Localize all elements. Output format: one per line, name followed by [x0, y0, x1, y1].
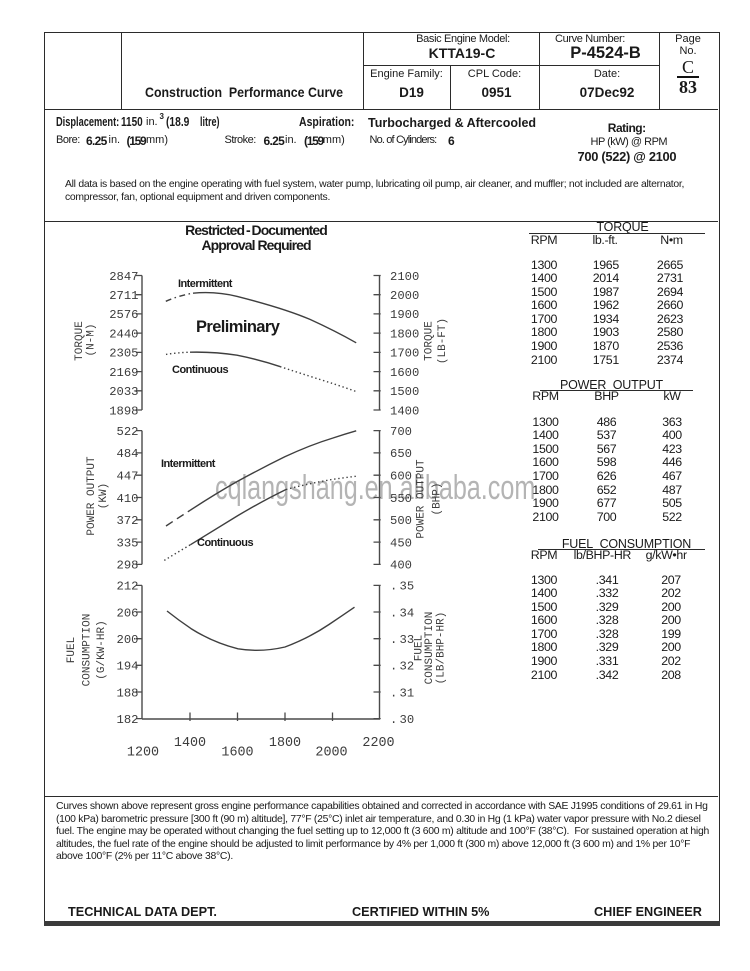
svg-text:.: .: [390, 633, 397, 647]
svg-text:(LB/BHP-HR): (LB/BHP-HR): [436, 612, 448, 685]
svg-text:2711: 2711: [109, 289, 138, 303]
svg-text:TORQUE: TORQUE: [424, 321, 436, 361]
svg-text:2000: 2000: [390, 289, 419, 303]
svg-text:POWER OUTPUT: POWER OUTPUT: [416, 459, 428, 539]
svg-text:450: 450: [390, 536, 412, 550]
svg-text:500: 500: [390, 514, 412, 528]
svg-text:CONSUMPTION: CONSUMPTION: [424, 612, 436, 685]
svg-text:298: 298: [117, 559, 139, 573]
svg-text:TORQUE: TORQUE: [74, 321, 86, 361]
svg-text:1900: 1900: [390, 308, 419, 322]
svg-text:194: 194: [117, 660, 139, 674]
svg-text:35: 35: [400, 580, 415, 594]
svg-text:372: 372: [117, 514, 139, 528]
svg-text:2100: 2100: [390, 270, 419, 284]
svg-text:2000: 2000: [315, 746, 347, 761]
svg-text:400: 400: [390, 559, 412, 573]
svg-text:1898: 1898: [109, 404, 138, 418]
svg-text:600: 600: [390, 470, 412, 484]
svg-text:2169: 2169: [109, 366, 138, 380]
svg-text:335: 335: [117, 536, 139, 550]
svg-text:CONSUMPTION: CONSUMPTION: [82, 614, 94, 687]
svg-text:.: .: [390, 606, 397, 620]
svg-text:1400: 1400: [174, 736, 206, 751]
svg-text:FUEL: FUEL: [66, 637, 78, 663]
svg-text:2033: 2033: [109, 385, 138, 399]
svg-text:1600: 1600: [221, 746, 253, 761]
svg-text:182: 182: [117, 713, 139, 727]
svg-text:2440: 2440: [109, 327, 138, 341]
svg-text:33: 33: [400, 633, 415, 647]
svg-text:32: 32: [400, 660, 415, 674]
svg-text:200: 200: [117, 633, 139, 647]
svg-text:30: 30: [400, 713, 415, 727]
svg-text:.: .: [390, 580, 397, 594]
svg-text:1800: 1800: [390, 327, 419, 341]
svg-text:(BHP): (BHP): [432, 482, 444, 515]
svg-text:2305: 2305: [109, 347, 138, 361]
svg-text:(N-M): (N-M): [86, 323, 98, 356]
svg-text:.: .: [390, 660, 397, 674]
svg-text:188: 188: [117, 686, 139, 700]
svg-text:(KW): (KW): [98, 483, 110, 509]
svg-text:650: 650: [390, 447, 412, 461]
svg-text:2200: 2200: [362, 736, 394, 751]
svg-text:550: 550: [390, 492, 412, 506]
svg-text:(LB-FT): (LB-FT): [437, 318, 449, 364]
svg-text:447: 447: [117, 470, 139, 484]
svg-text:1600: 1600: [390, 366, 419, 380]
svg-text:1500: 1500: [390, 385, 419, 399]
svg-text:1700: 1700: [390, 347, 419, 361]
svg-text:.: .: [390, 686, 397, 700]
svg-text:31: 31: [400, 686, 415, 700]
svg-text:700: 700: [390, 425, 412, 439]
svg-text:1400: 1400: [390, 404, 419, 418]
svg-text:484: 484: [117, 447, 139, 461]
svg-text:1800: 1800: [269, 736, 301, 751]
svg-text:POWER OUTPUT: POWER OUTPUT: [86, 456, 98, 536]
svg-text:2576: 2576: [109, 308, 138, 322]
svg-text:410: 410: [117, 492, 139, 506]
svg-text:FUEL: FUEL: [414, 635, 426, 661]
svg-text:.: .: [390, 713, 397, 727]
svg-text:212: 212: [117, 580, 139, 594]
svg-text:206: 206: [117, 606, 139, 620]
svg-text:34: 34: [400, 606, 415, 620]
svg-text:522: 522: [117, 425, 139, 439]
svg-text:1200: 1200: [127, 746, 159, 761]
svg-text:2847: 2847: [109, 270, 138, 284]
svg-text:(G/KW-HR): (G/KW-HR): [96, 620, 108, 679]
